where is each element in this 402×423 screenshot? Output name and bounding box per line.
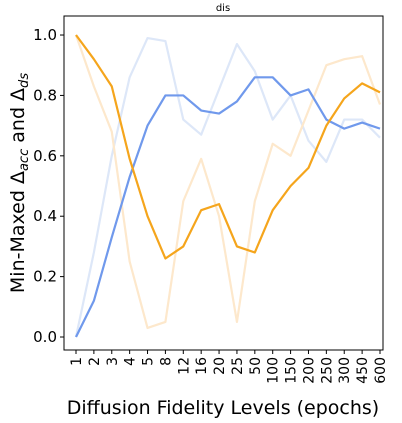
series-line (74, 34, 382, 330)
x-tick-label: 600 (373, 357, 389, 384)
x-tick-label: 20 (212, 357, 228, 375)
y-label-sub: ds (17, 73, 32, 88)
x-tick-label: 8 (158, 357, 174, 366)
chart-title: dis (216, 3, 230, 14)
x-tick-label: 4 (123, 357, 139, 366)
x-tick-label: 5 (141, 357, 157, 366)
x-tick-label: 250 (319, 357, 335, 384)
x-tick-label: 150 (284, 357, 300, 384)
y-tick-label: 0.0 (33, 328, 57, 346)
plot-frame (63, 15, 384, 351)
x-tick-label: 200 (301, 357, 317, 384)
x-tick-label: 2 (87, 357, 103, 366)
y-label-part: and Δ (7, 88, 29, 149)
y-tick-label: 1.0 (33, 26, 57, 44)
x-tick-label: 50 (248, 357, 264, 375)
y-tick-label: 0.6 (33, 147, 57, 165)
x-tick-label: 300 (337, 357, 353, 384)
series-line (74, 36, 381, 338)
y-label-part: Min-Maxed Δ (7, 171, 29, 293)
y-tick-label: 0.4 (33, 207, 57, 225)
series-line (75, 34, 381, 260)
x-tick-label: 25 (230, 357, 246, 375)
y-tick-label: 0.8 (33, 86, 57, 104)
y-axis-label: Min-Maxed Δacc and Δds (7, 73, 32, 293)
x-tick-label: 16 (194, 357, 210, 375)
x-tick-label: 1 (69, 357, 85, 366)
y-label-sub: acc (17, 149, 32, 171)
x-tick-label: 100 (266, 357, 282, 384)
x-tick-label: 12 (176, 357, 192, 375)
x-tick-label: 3 (105, 357, 121, 366)
y-tick-label: 0.2 (33, 268, 57, 286)
x-tick-label: 450 (355, 357, 371, 384)
x-axis-label: Diffusion Fidelity Levels (epochs) (67, 397, 379, 419)
